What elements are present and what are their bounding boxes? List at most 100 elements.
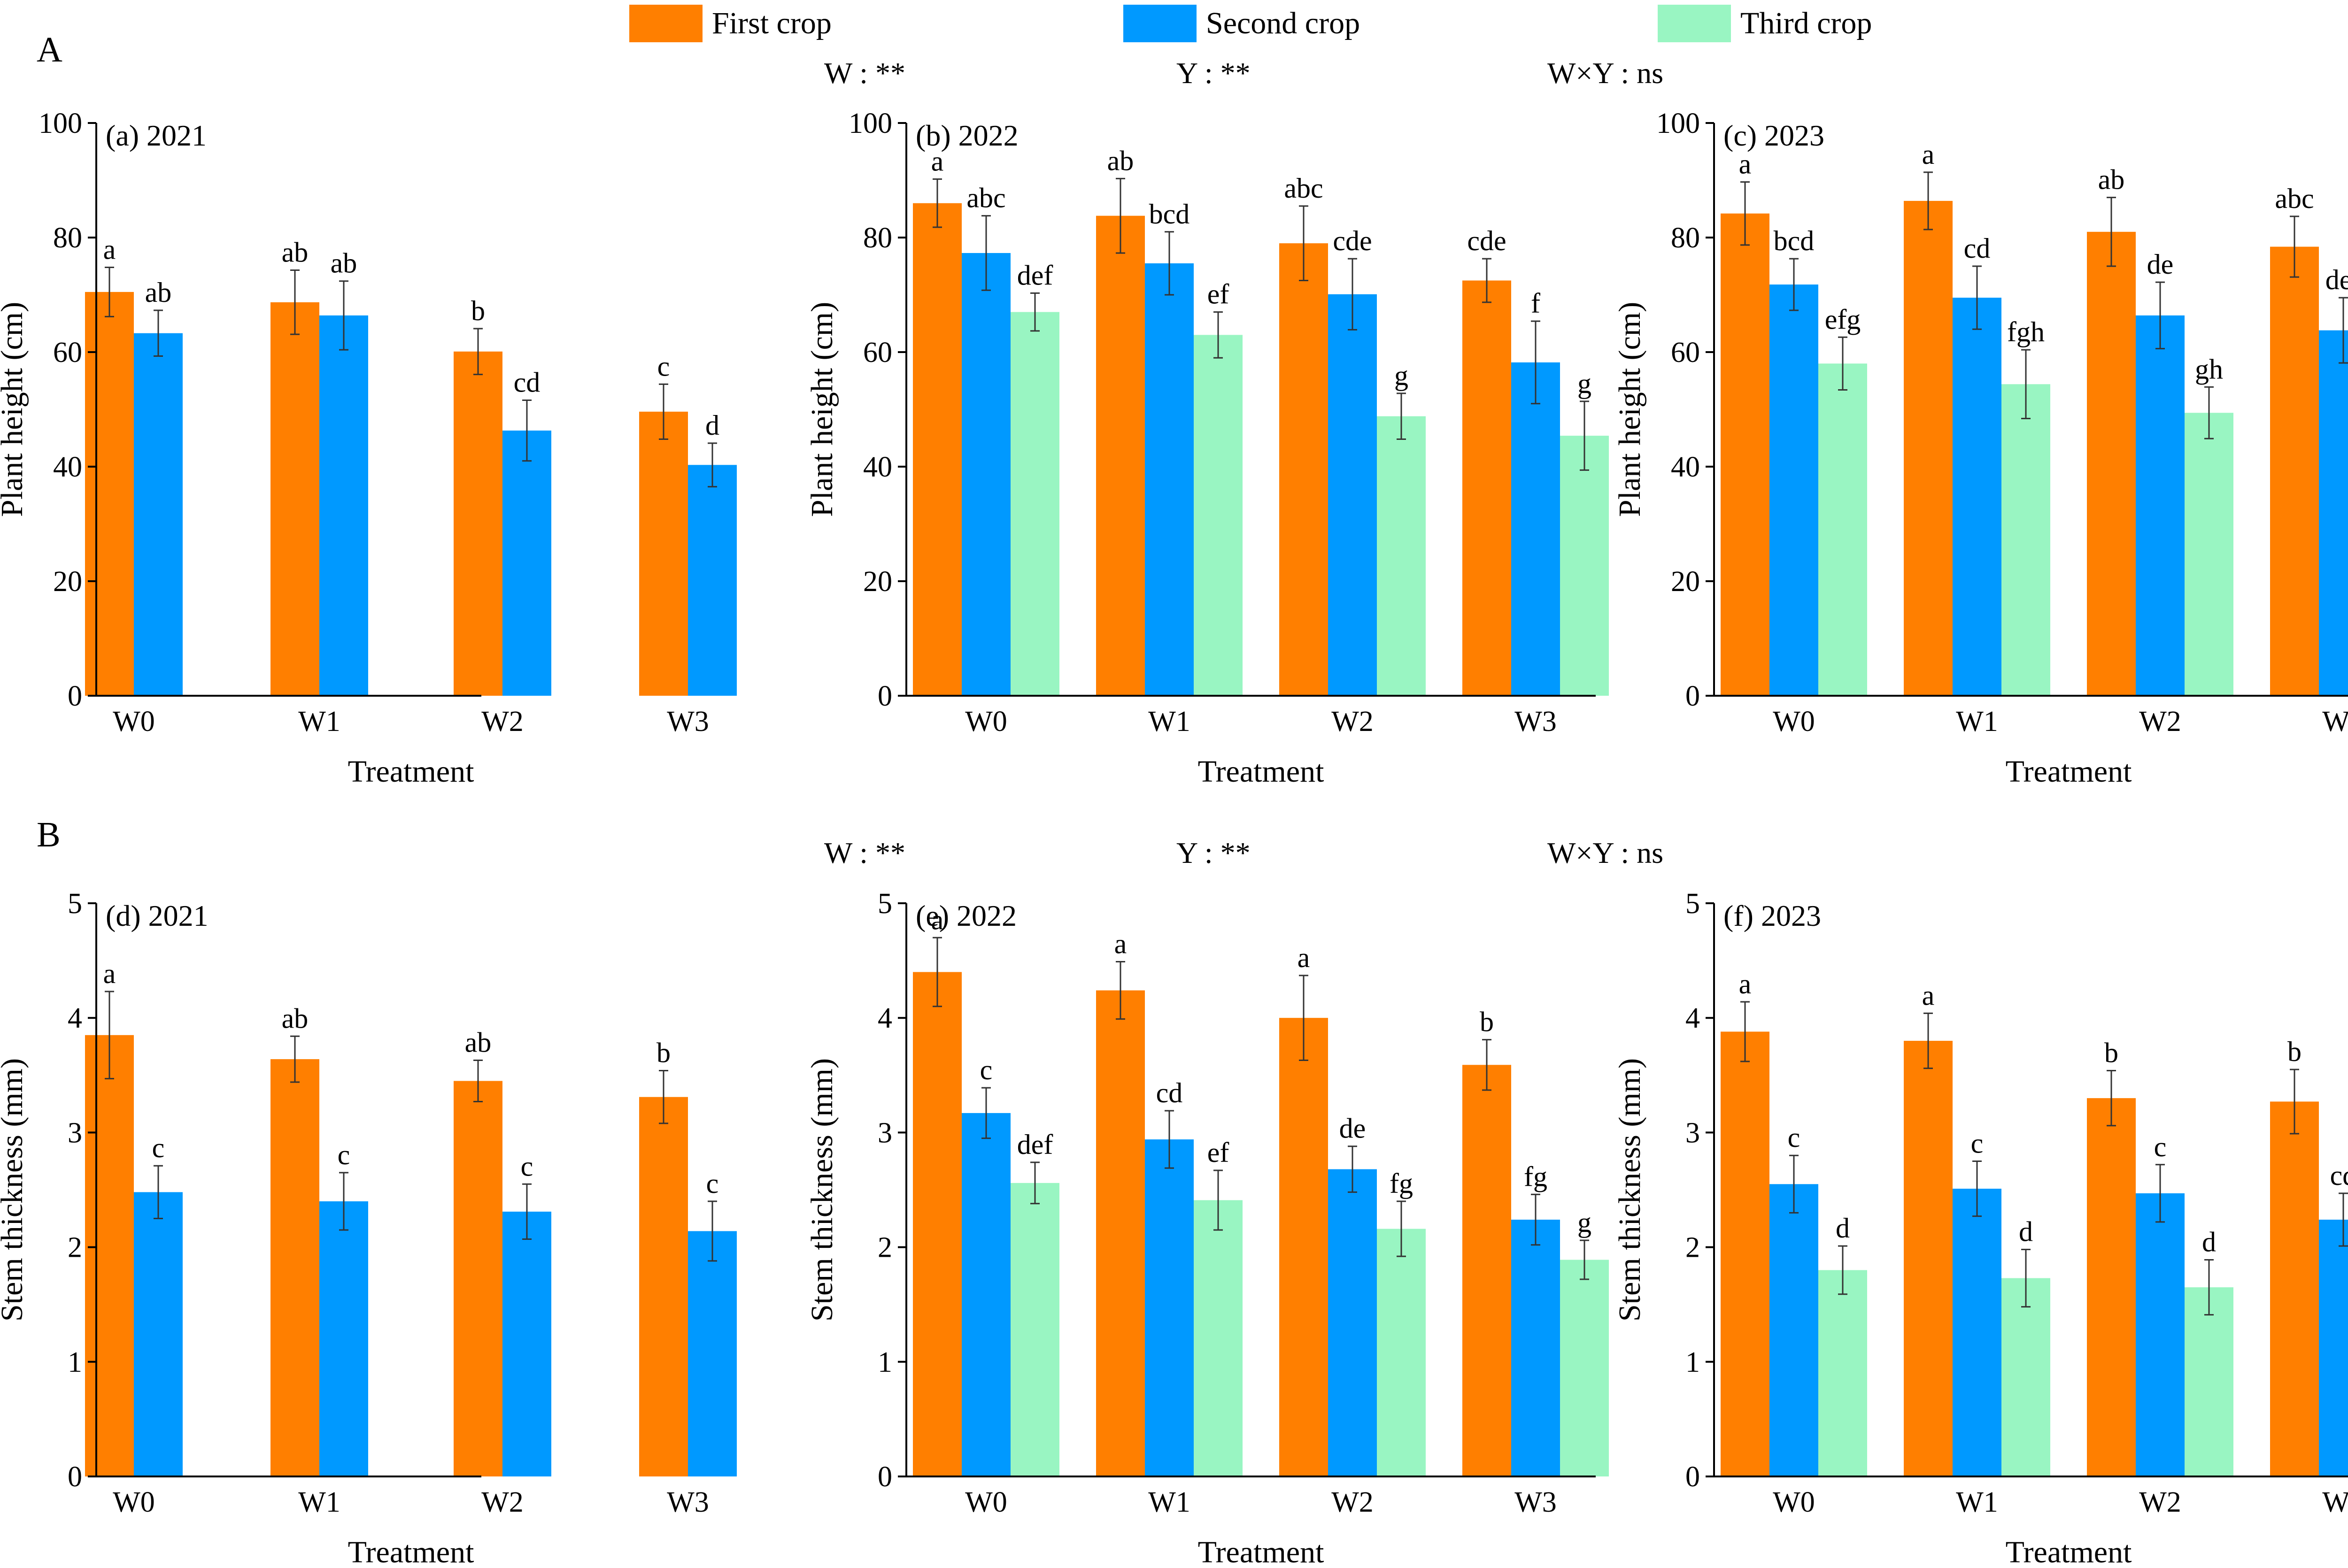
legend-label-second-crop: Second crop [1206,6,1360,40]
bar [1818,1270,1867,1476]
significance-letter: cde [1467,225,1506,256]
significance-letter: g [1577,1207,1591,1238]
x-tick-label: W1 [1148,1486,1190,1518]
x-axis-title: Treatment [348,1535,474,1568]
significance-letter: ef [1207,1137,1229,1168]
x-tick-label: W3 [1514,1486,1557,1518]
bar [1818,363,1867,696]
significance-letter: d [1836,1213,1850,1244]
stat-y-b: Y : ** [1176,836,1251,869]
bar [1194,335,1243,696]
chart-panel-6: aabbccccddddd012345W0W1W2W3TreatmentStem… [1613,888,2348,1568]
panel-title: (c) 2023 [1723,119,1824,152]
y-tick-label: 2 [68,1232,82,1264]
x-tick-label: W0 [965,1486,1007,1518]
bar [1096,990,1145,1476]
significance-letter: c [2154,1131,2167,1162]
bar [1511,362,1560,696]
y-tick-label: 40 [863,451,892,483]
bar [2319,1219,2348,1476]
bar [1560,1260,1609,1476]
x-axis-title: Treatment [1198,754,1324,789]
significance-letter: a [1922,980,1935,1011]
x-tick-label: W2 [481,706,524,738]
bar [1145,263,1194,696]
stat-y-a: Y : ** [1176,56,1251,90]
bar [85,292,134,696]
bar [1511,1219,1560,1476]
y-tick-label: 1 [878,1346,892,1378]
y-tick-label: 5 [1685,888,1700,920]
y-axis-title: Stem thickness (mm) [1613,1058,1647,1322]
legend-swatch-third-crop [1658,5,1731,42]
bar [1769,1184,1818,1476]
x-tick-label: W2 [2139,706,2181,738]
significance-letter: ab [331,248,357,279]
significance-letter: efg [1825,304,1861,335]
significance-letter: gh [2195,354,2223,384]
bar [2087,1098,2136,1476]
x-axis-title: Treatment [2006,1535,2132,1568]
y-tick-label: 0 [68,1461,82,1493]
significance-letter: b [657,1038,671,1068]
bar [454,351,502,696]
bar [688,1231,737,1476]
y-tick-label: 80 [863,222,892,254]
panel-title: (e) 2022 [916,899,1017,932]
significance-letter: c [152,1132,165,1163]
y-axis-title: Plant height (cm) [1613,302,1647,517]
y-tick-label: 80 [53,222,82,254]
bar [1769,284,1818,696]
x-axis-title: Treatment [348,754,474,789]
y-tick-label: 0 [1685,680,1700,712]
panel-title: (f) 2023 [1723,899,1821,932]
y-axis-title: Plant height (cm) [805,302,839,517]
significance-letter: bcd [1774,225,1815,256]
stat-w-a: W : ** [824,56,906,90]
y-tick-label: 60 [53,337,82,369]
significance-letter: fg [1390,1168,1413,1199]
y-tick-label: 100 [849,108,892,139]
bar [1194,1200,1243,1476]
bar [1145,1139,1194,1476]
bar [1721,1031,1769,1476]
significance-letter: b [1480,1007,1494,1038]
x-tick-label: W1 [1956,706,1998,738]
significance-letter: a [1114,929,1127,960]
legend-swatch-second-crop [1123,5,1197,42]
significance-letter: a [1922,139,1935,170]
significance-letter: de [2147,249,2174,280]
significance-letter: c [706,1168,719,1199]
significance-letter: c [521,1151,533,1182]
chart-panel-3: aaababcbcdcddedefefgfghghh020406080100W0… [1613,108,2348,789]
bar [913,972,962,1476]
x-axis-title: Treatment [1198,1535,1324,1568]
bar [1953,298,2001,696]
stat-w-b: W : ** [824,836,906,869]
bar [270,1059,319,1476]
bar [1462,1065,1511,1476]
bar [1377,416,1426,696]
significance-letter: ab [282,1003,309,1034]
bar [2185,413,2233,696]
bar [2270,246,2319,696]
significance-letter: bcd [1149,199,1190,230]
significance-letter: d [2202,1226,2216,1257]
x-tick-label: W0 [1773,706,1815,738]
y-axis-title: Stem thickness (mm) [0,1058,29,1322]
x-tick-label: W3 [667,1486,709,1518]
bar [1279,243,1328,696]
significance-letter: a [1739,149,1752,180]
legend-item-second-crop: Second crop [1123,5,1360,42]
y-tick-label: 40 [1671,451,1700,483]
bar [1011,312,1059,696]
significance-letter: f [1531,288,1540,319]
significance-letter: b [2104,1038,2118,1068]
section-letter-b: B [37,815,61,854]
bar [270,302,319,696]
bar [2185,1287,2233,1476]
significance-letter: b [2287,1036,2302,1067]
bar [1011,1183,1059,1476]
significance-letter: a [1739,968,1752,999]
